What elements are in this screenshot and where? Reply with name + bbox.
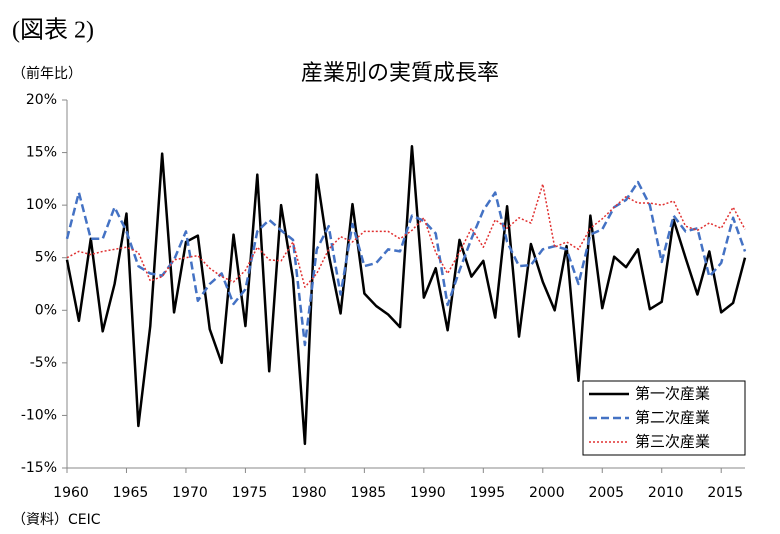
y-tick-label: 20% bbox=[26, 92, 57, 108]
x-tick-label: 1960 bbox=[53, 485, 89, 501]
x-tick-label: 1995 bbox=[469, 485, 505, 501]
x-tick-label: 2000 bbox=[529, 485, 565, 501]
y-axis-label: （前年比） bbox=[12, 65, 82, 82]
series-line bbox=[65, 180, 747, 347]
x-tick-label: 1980 bbox=[291, 485, 327, 501]
x-tick-label: 1970 bbox=[172, 485, 208, 501]
y-tick-label: 0% bbox=[35, 302, 57, 318]
legend-label: 第二次産業 bbox=[635, 409, 710, 427]
y-tick-label: 15% bbox=[26, 145, 57, 161]
chart-title: 産業別の実質成長率 bbox=[301, 61, 499, 86]
source: （資料）CEIC bbox=[12, 512, 101, 528]
figure-label: (図表 2) bbox=[12, 17, 94, 44]
x-tick-label: 2010 bbox=[648, 485, 684, 501]
legend-label: 第三次産業 bbox=[635, 433, 710, 451]
legend-label: 第一次産業 bbox=[635, 385, 710, 403]
x-tick-label: 2015 bbox=[707, 485, 743, 501]
series-line bbox=[66, 183, 746, 288]
x-tick-label: 1965 bbox=[113, 485, 149, 501]
x-tick-label: 2005 bbox=[588, 485, 624, 501]
y-tick-label: 10% bbox=[26, 197, 57, 213]
y-tick-label: -5% bbox=[30, 355, 57, 371]
x-tick-label: 1990 bbox=[410, 485, 446, 501]
x-tick-label: 1975 bbox=[232, 485, 268, 501]
series-line bbox=[65, 145, 747, 446]
y-tick-label: -10% bbox=[21, 407, 57, 423]
y-tick-label: -15% bbox=[21, 460, 57, 476]
x-tick-label: 1985 bbox=[351, 485, 387, 501]
y-tick-label: 5% bbox=[35, 250, 57, 266]
